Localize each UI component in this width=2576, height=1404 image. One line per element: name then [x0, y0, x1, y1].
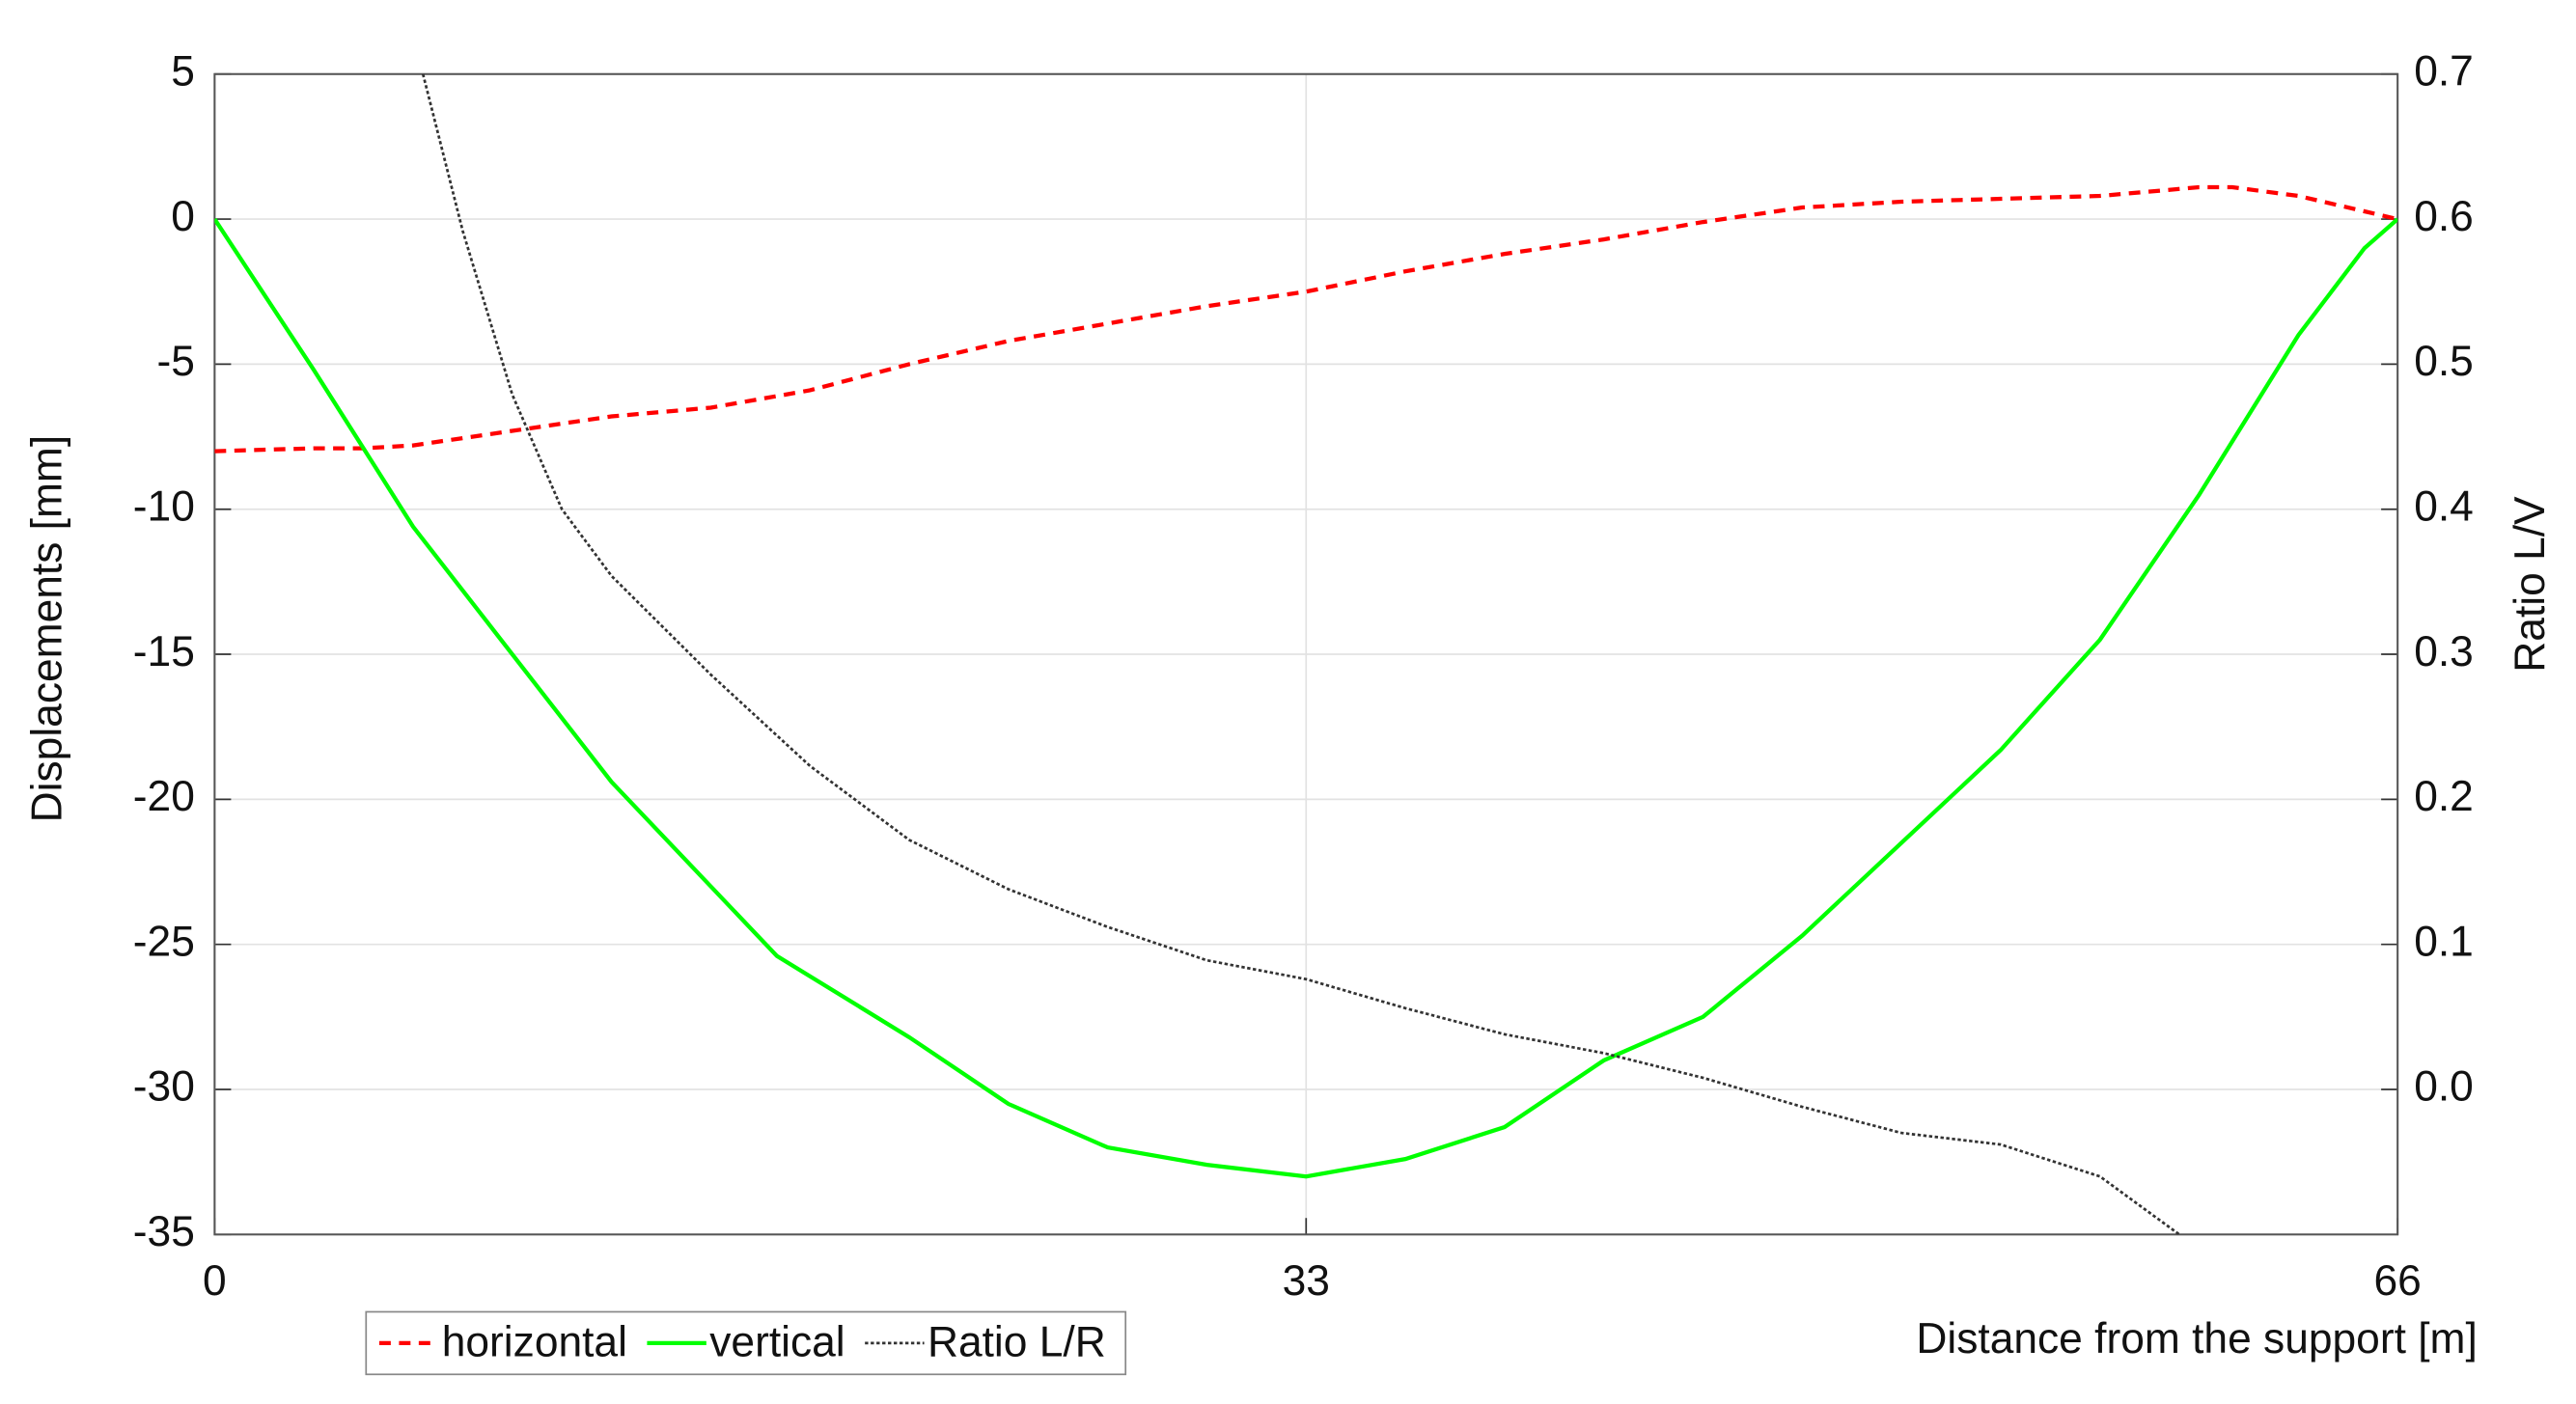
y-axis-label: Displacements [mm]	[23, 435, 70, 823]
y2-tick-label: 0.5	[2414, 338, 2474, 385]
y-tick-label: -15	[133, 628, 195, 675]
y-tick-label: -5	[156, 338, 194, 385]
y-tick-label: -30	[133, 1063, 195, 1111]
legend-label: vertical	[709, 1318, 845, 1365]
y2-axis-label: Ratio L/V	[2507, 496, 2554, 673]
y2-tick-label: 0.1	[2414, 918, 2474, 965]
data-line	[214, 217, 2398, 1179]
y-tick-label: 5	[171, 47, 195, 95]
x-tick-label: 33	[1283, 1257, 1330, 1305]
y2-tick-label: 0.0	[2414, 1063, 2474, 1111]
y2-tick-label: 0.3	[2414, 628, 2474, 675]
legend-box	[365, 1310, 1127, 1376]
y-tick-label: -20	[133, 773, 195, 820]
x-axis-label: Distance from the support [m]	[1916, 1315, 2477, 1363]
y2-tick-label: 0.2	[2414, 773, 2474, 820]
plot-frame	[213, 72, 2399, 1236]
y2-tick-label: 0.6	[2414, 193, 2474, 240]
y2-tick-label: 0.4	[2414, 482, 2474, 530]
legend-label: horizontal	[442, 1318, 627, 1365]
y-tick-label: 0	[171, 193, 195, 240]
x-tick-label: 0	[203, 1257, 227, 1305]
x-tick-label: 66	[2374, 1257, 2422, 1305]
y-tick-label: -10	[133, 482, 195, 530]
y2-tick-label: 0.7	[2414, 47, 2474, 95]
y-tick-label: -35	[133, 1208, 195, 1255]
data-line	[214, 184, 2398, 454]
y-tick-label: -25	[133, 918, 195, 965]
legend-label: Ratio L/R	[928, 1318, 1106, 1365]
data-line	[421, 73, 2180, 1235]
